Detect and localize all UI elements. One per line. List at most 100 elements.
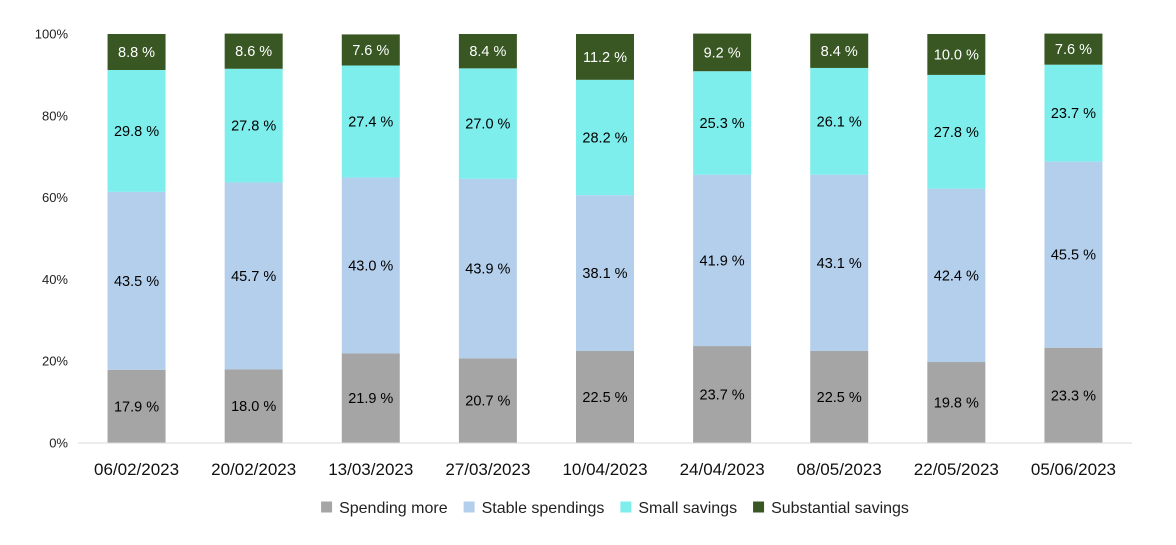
legend-swatch: [321, 501, 333, 513]
bar-segment-small-savings: [693, 71, 752, 175]
bar-segment-small-savings: [1044, 64, 1103, 162]
legend-item-stable-spendings: Stable spendings: [463, 500, 605, 517]
legend-item-substantial-savings: Substantial savings: [753, 500, 909, 517]
bar-segment-small-savings: [458, 68, 517, 179]
x-tick-label: 20/02/2023: [211, 460, 296, 479]
bar-stack-22-05-2023: 19.8 % 42.4 % 27.8 % 10.0 %: [927, 34, 986, 443]
y-axis: 0% 20% 40% 60% 80% 100%: [35, 27, 69, 451]
data-label-small-savings: 27.0 %: [465, 117, 510, 133]
data-label-substantial-savings: 8.4 %: [469, 44, 506, 60]
bar-segment-stable-spendings: [693, 174, 752, 347]
bar-segment-spending-more: [810, 350, 869, 443]
x-tick-label: 10/04/2023: [562, 460, 647, 479]
data-label-stable-spendings: 43.9 %: [465, 262, 510, 278]
x-tick-label: 05/06/2023: [1031, 460, 1116, 479]
bar-segment-stable-spendings: [1044, 161, 1103, 348]
data-label-spending-more: 17.9 %: [114, 399, 159, 415]
bar-segment-spending-more: [341, 353, 400, 443]
data-label-stable-spendings: 41.9 %: [700, 253, 745, 269]
data-label-small-savings: 29.8 %: [114, 124, 159, 140]
y-tick-label: 0%: [49, 436, 68, 451]
legend: Spending more Stable spendings Small savin…: [321, 500, 909, 517]
bar-segment-small-savings: [107, 69, 166, 192]
bars-area: 17.9 % 43.5 % 29.8 % 8.8 % 18.0 % 45.7 % 27.8 …: [107, 33, 1103, 443]
legend-item-small-savings: Small savings: [620, 500, 737, 517]
data-label-substantial-savings: 7.6 %: [352, 43, 389, 59]
bar-segment-spending-more: [693, 346, 752, 443]
bar-segment-spending-more: [458, 358, 517, 443]
x-tick-label: 13/03/2023: [328, 460, 413, 479]
data-label-small-savings: 26.1 %: [817, 114, 862, 130]
x-tick-label: 22/05/2023: [914, 460, 999, 479]
x-tick-label: 06/02/2023: [94, 460, 179, 479]
data-label-stable-spendings: 43.0 %: [348, 258, 393, 274]
data-label-stable-spendings: 43.5 %: [114, 274, 159, 290]
data-label-stable-spendings: 45.7 %: [231, 269, 276, 285]
bar-segment-substantial-savings: [458, 34, 517, 69]
bar-segment-spending-more: [927, 362, 986, 443]
bar-segment-stable-spendings: [107, 191, 166, 370]
data-label-substantial-savings: 8.8 %: [118, 45, 155, 61]
y-tick-label: 40%: [42, 272, 68, 287]
x-tick-label: 08/05/2023: [797, 460, 882, 479]
bar-segment-substantial-savings: [810, 33, 869, 68]
data-label-substantial-savings: 9.2 %: [704, 45, 741, 61]
data-label-substantial-savings: 10.0 %: [934, 47, 979, 63]
data-label-substantial-savings: 11.2 %: [583, 50, 627, 66]
x-axis: 06/02/2023 20/02/2023 13/03/2023 27/03/2023…: [78, 442, 1132, 479]
bar-segment-stable-spendings: [927, 188, 986, 363]
bar-segment-substantial-savings: [341, 34, 400, 66]
bar-stack-13-03-2023: 21.9 % 43.0 % 27.4 % 7.6 %: [341, 34, 400, 443]
legend-swatch: [463, 501, 475, 513]
data-label-small-savings: 27.8 %: [231, 119, 276, 135]
data-label-stable-spendings: 43.1 %: [817, 256, 862, 272]
legend-swatch: [753, 501, 765, 513]
data-label-substantial-savings: 8.4 %: [821, 44, 858, 60]
bar-segment-substantial-savings: [693, 33, 752, 72]
x-tick-label: 27/03/2023: [445, 460, 530, 479]
data-label-spending-more: 23.7 %: [700, 388, 745, 404]
bar-stack-27-03-2023: 20.7 % 43.9 % 27.0 % 8.4 %: [458, 34, 517, 443]
bar-segment-spending-more: [224, 369, 283, 443]
legend-swatch: [620, 501, 632, 513]
bar-segment-small-savings: [224, 68, 283, 183]
y-tick-label: 20%: [42, 354, 68, 369]
bar-stack-10-04-2023: 22.5 % 38.1 % 28.2 % 11.2 %: [576, 34, 634, 443]
bar-stack-20-02-2023: 18.0 % 45.7 % 27.8 % 8.6 %: [224, 33, 283, 443]
y-tick-label: 60%: [42, 190, 68, 205]
bar-segment-small-savings: [927, 74, 986, 189]
data-label-stable-spendings: 38.1 %: [582, 266, 627, 282]
legend-label: Spending more: [339, 500, 448, 517]
bar-segment-substantial-savings: [927, 34, 986, 75]
bar-stack-08-05-2023: 22.5 % 43.1 % 26.1 % 8.4 %: [810, 33, 869, 443]
data-label-spending-more: 22.5 %: [582, 390, 627, 406]
bar-segment-spending-more: [1044, 347, 1103, 443]
bar-segment-small-savings: [576, 79, 634, 196]
data-label-spending-more: 18.0 %: [231, 399, 276, 415]
data-label-substantial-savings: 7.6 %: [1055, 42, 1092, 58]
data-label-spending-more: 22.5 %: [817, 390, 862, 406]
bar-stack-06-02-2023: 17.9 % 43.5 % 29.8 % 8.8 %: [107, 34, 166, 443]
y-tick-label: 80%: [42, 108, 68, 123]
data-label-small-savings: 28.2 %: [582, 130, 627, 146]
data-label-spending-more: 19.8 %: [934, 396, 979, 412]
y-tick-label: 100%: [35, 27, 69, 42]
legend-label: Stable spendings: [482, 500, 605, 517]
x-tick-label: 24/04/2023: [680, 460, 765, 479]
bar-segment-small-savings: [341, 65, 400, 178]
bar-stack-05-06-2023: 23.3 % 45.5 % 23.7 % 7.6 %: [1044, 33, 1103, 443]
bar-segment-small-savings: [810, 67, 869, 175]
bar-segment-substantial-savings: [576, 34, 634, 80]
data-label-small-savings: 27.4 %: [348, 115, 393, 131]
data-label-substantial-savings: 8.6 %: [235, 44, 272, 60]
bar-segment-stable-spendings: [458, 178, 517, 359]
data-label-small-savings: 23.7 %: [1051, 106, 1096, 122]
bar-segment-stable-spendings: [341, 177, 400, 354]
bar-segment-spending-more: [107, 369, 166, 443]
legend-label: Substantial savings: [771, 500, 909, 517]
data-label-stable-spendings: 45.5 %: [1051, 248, 1096, 264]
data-label-spending-more: 23.3 %: [1051, 388, 1096, 404]
bar-segment-substantial-savings: [107, 34, 166, 70]
